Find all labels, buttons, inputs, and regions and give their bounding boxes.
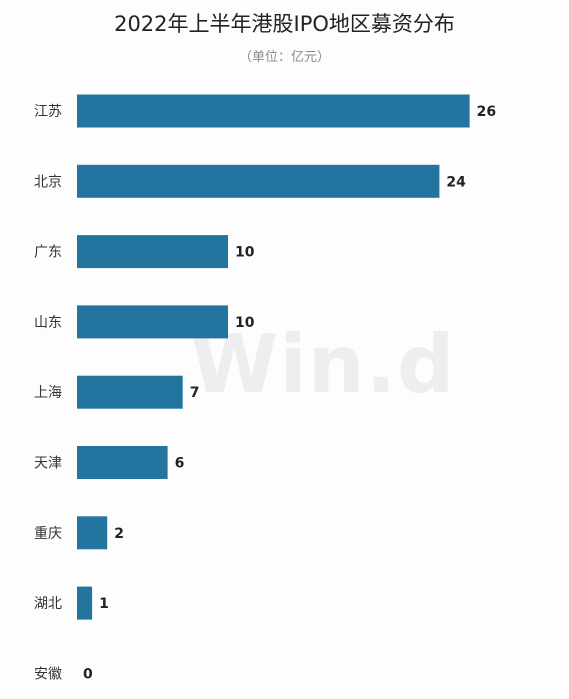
bar (77, 94, 470, 128)
category-label: 湖北 (34, 596, 62, 612)
category-label: 重庆 (34, 526, 62, 542)
bar (77, 305, 228, 339)
bar (77, 235, 228, 269)
category-label: 天津 (34, 456, 62, 472)
category-label: 北京 (34, 174, 62, 190)
value-label: 0 (83, 666, 93, 682)
value-label: 2 (114, 526, 124, 542)
value-label: 6 (175, 456, 185, 472)
bar (77, 164, 440, 198)
watermark: Win.d (190, 318, 456, 411)
bar (77, 516, 108, 550)
bar (77, 446, 168, 479)
category-label: 山东 (34, 315, 62, 331)
value-label: 1 (99, 596, 109, 612)
chart-title: 2022年上半年港股IPO地区募资分布 (114, 12, 455, 36)
value-label: 7 (190, 385, 200, 401)
value-label: 24 (446, 174, 466, 190)
category-label: 安徽 (34, 666, 62, 682)
value-label: 10 (235, 315, 255, 331)
value-label: 26 (477, 104, 496, 120)
category-label: 江苏 (34, 104, 62, 120)
chart-subtitle: （单位：亿元） (238, 50, 330, 65)
bar (77, 586, 93, 620)
value-label: 10 (235, 245, 255, 261)
category-label: 上海 (34, 385, 62, 401)
category-label: 广东 (34, 245, 62, 261)
bar (77, 375, 183, 409)
